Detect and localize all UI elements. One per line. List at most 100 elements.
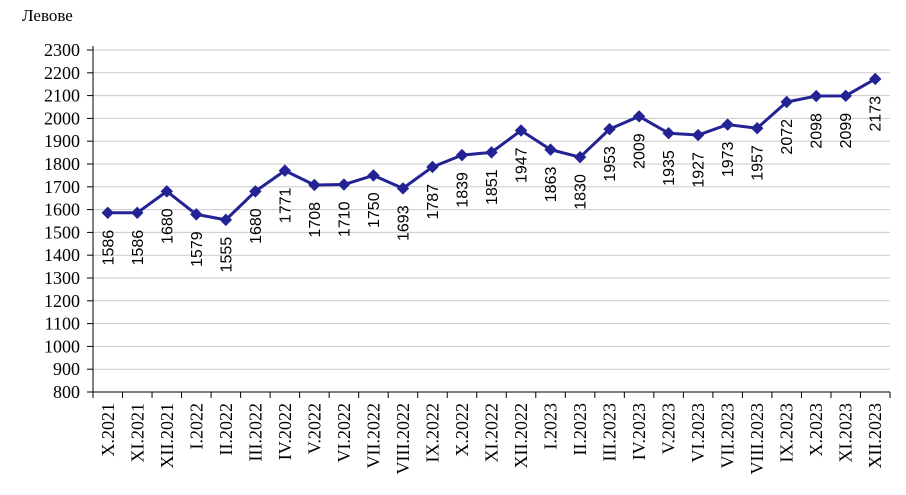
data-point-label: 1830 (573, 174, 590, 210)
x-axis-label: VII.2022 (363, 403, 383, 469)
data-point-marker (190, 208, 203, 221)
data-point-label: 2099 (838, 113, 855, 149)
data-point-marker (485, 146, 498, 159)
data-point-label: 1947 (514, 147, 531, 183)
data-point-marker (455, 148, 469, 162)
y-axis-label: 2300 (44, 40, 80, 60)
x-axis-label: III.2023 (600, 403, 620, 461)
y-axis-label: 1800 (44, 154, 80, 174)
y-axis-label: 1100 (45, 314, 80, 334)
data-point-marker (514, 124, 528, 137)
y-axis-label: 1600 (44, 200, 80, 220)
x-axis-label: XI.2021 (127, 403, 147, 463)
data-point-label: 1555 (218, 237, 235, 273)
x-axis-label: VI.2023 (688, 403, 708, 463)
x-axis-label: VIII.2023 (747, 403, 767, 474)
data-point-marker (662, 127, 675, 140)
data-point-label: 1586 (100, 230, 117, 266)
x-axis-label: V.2023 (659, 403, 679, 454)
data-point-marker (308, 178, 321, 192)
y-axis-label: 1900 (44, 131, 80, 151)
data-point-label: 2173 (868, 96, 885, 132)
data-point-label: 1693 (395, 205, 412, 241)
data-point-marker (396, 182, 410, 195)
x-axis-label: II.2022 (216, 403, 236, 456)
chart-title: Левове (22, 6, 73, 25)
data-point-label: 1680 (159, 208, 176, 244)
x-axis-label: X.2023 (806, 403, 826, 457)
data-point-label: 1708 (307, 202, 324, 238)
y-axis-label: 2100 (44, 86, 80, 106)
data-point-label: 1953 (602, 146, 619, 182)
data-point-label: 1957 (750, 145, 767, 181)
data-point-marker (278, 164, 292, 177)
x-axis-label: X.2021 (98, 403, 118, 457)
x-axis-label: XII.2023 (865, 403, 885, 469)
x-axis-label: VIII.2022 (393, 403, 413, 474)
data-point-marker (573, 150, 587, 164)
x-axis-label: I.2022 (186, 403, 206, 450)
data-point-label: 1750 (366, 192, 383, 228)
data-point-marker (721, 118, 734, 131)
y-axis-label: 2200 (44, 63, 80, 83)
data-point-marker (750, 121, 764, 135)
data-point-label: 2098 (809, 113, 826, 149)
data-point-label: 1586 (130, 230, 147, 266)
data-point-marker (869, 72, 882, 86)
data-point-label: 1863 (543, 167, 560, 203)
y-axis-label: 1200 (44, 291, 80, 311)
data-point-label: 1851 (484, 169, 501, 205)
data-point-label: 1935 (661, 150, 678, 186)
x-axis-label: IV.2022 (275, 403, 295, 460)
data-point-label: 1771 (277, 188, 294, 224)
x-axis-label: XII.2022 (511, 403, 531, 469)
data-point-marker (632, 110, 646, 123)
x-axis-label: XI.2023 (836, 403, 856, 463)
data-point-marker (249, 185, 262, 198)
data-point-marker (160, 185, 174, 198)
data-point-marker (131, 206, 144, 219)
x-axis-label: IX.2022 (422, 403, 442, 463)
x-axis-label: XI.2022 (482, 403, 502, 463)
data-point-marker (603, 122, 616, 136)
y-axis-label: 1000 (44, 336, 80, 356)
data-point-marker (809, 89, 823, 103)
data-point-marker (691, 128, 705, 142)
data-point-label: 2009 (632, 133, 649, 169)
data-point-marker (426, 160, 439, 174)
x-axis-label: II.2023 (570, 403, 590, 456)
y-axis-label: 1700 (44, 177, 80, 197)
y-axis-label: 1300 (44, 268, 80, 288)
data-point-marker (839, 89, 852, 103)
data-point-marker (780, 95, 793, 109)
data-point-label: 1680 (248, 208, 265, 244)
data-point-marker (337, 178, 351, 191)
x-axis-label: IX.2023 (777, 403, 797, 463)
x-axis-label: III.2022 (245, 403, 265, 461)
data-point-marker (544, 143, 557, 156)
y-axis-label: 800 (53, 382, 80, 402)
x-axis-label: I.2023 (541, 403, 561, 450)
data-point-marker (367, 169, 380, 182)
data-point-marker (101, 206, 114, 219)
x-axis-label: VII.2023 (718, 403, 738, 469)
x-axis-label: IV.2023 (629, 403, 649, 460)
x-axis-label: XII.2021 (157, 403, 177, 469)
data-point-label: 1839 (454, 172, 471, 208)
x-axis-label: V.2022 (304, 403, 324, 454)
x-axis-label: VI.2022 (334, 403, 354, 463)
data-point-label: 1787 (425, 184, 442, 220)
data-point-label: 2072 (779, 119, 796, 155)
y-axis-label: 2000 (44, 108, 80, 128)
data-point-label: 1710 (336, 201, 353, 237)
data-point-label: 1579 (189, 231, 206, 267)
x-axis-label: X.2022 (452, 403, 472, 457)
data-point-label: 1927 (691, 152, 708, 188)
y-axis-label: 900 (53, 359, 80, 379)
y-axis-label: 1500 (44, 222, 80, 242)
data-point-label: 1973 (720, 141, 737, 177)
data-point-marker (219, 213, 233, 227)
y-axis-label: 1400 (44, 245, 80, 265)
